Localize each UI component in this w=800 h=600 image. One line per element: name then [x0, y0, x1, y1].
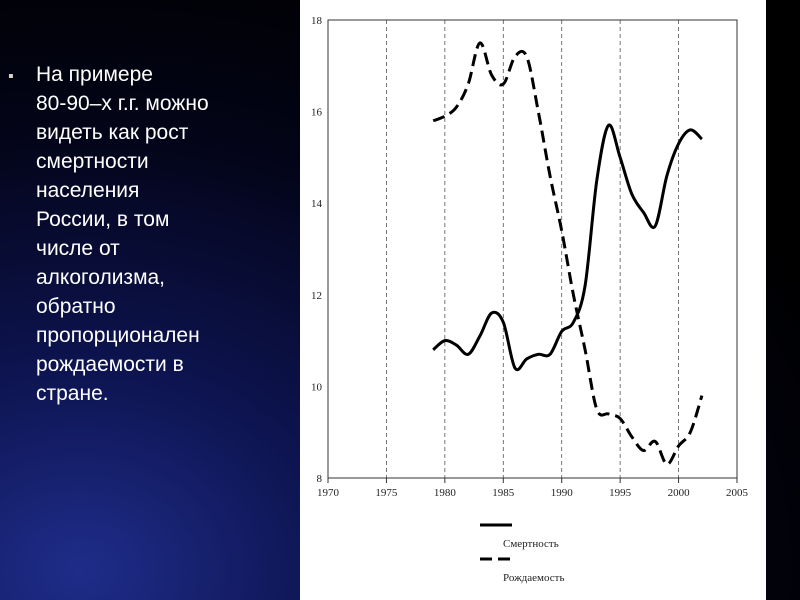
slide-body-text: На примере 80-90–х г.г. можно видеть как… [36, 63, 209, 405]
x-tick-label-2005: 2005 [726, 487, 749, 499]
x-tick-label-1970: 1970 [317, 487, 340, 499]
y-tick-label-10: 10 [311, 381, 323, 393]
x-tick-label-1995: 1995 [609, 487, 632, 499]
y-tick-label-16: 16 [311, 107, 323, 119]
legend-label-0: Смертность [503, 538, 559, 550]
x-tick-label-2000: 2000 [668, 487, 691, 499]
x-tick-label-1985: 1985 [492, 487, 515, 499]
y-tick-label-18: 18 [311, 15, 323, 27]
line-chart: 1970 1975 1980 1985 1990 1995 2000 2005 8 10 12 14 1… [311, 15, 749, 584]
y-tick-label-14: 14 [311, 198, 323, 210]
y-tick-label-8: 8 [317, 473, 323, 485]
bullet-marker: ▪ [8, 68, 14, 85]
x-tick-label-1975: 1975 [375, 487, 398, 499]
y-tick-label-12: 12 [311, 290, 322, 302]
slide-text-block: ▪ На примере 80-90–х г.г. можно видеть к… [8, 60, 288, 408]
legend-label-1: Рождаемость [503, 572, 564, 584]
x-tick-label-1980: 1980 [434, 487, 457, 499]
plot-frame [327, 19, 738, 479]
chart-panel: 1970 1975 1980 1985 1990 1995 2000 2005 8 10 12 14 1… [300, 0, 766, 600]
series-line-mortality [432, 123, 703, 372]
x-tick-label-1990: 1990 [551, 487, 574, 499]
series-line-birth-rate [432, 41, 704, 466]
